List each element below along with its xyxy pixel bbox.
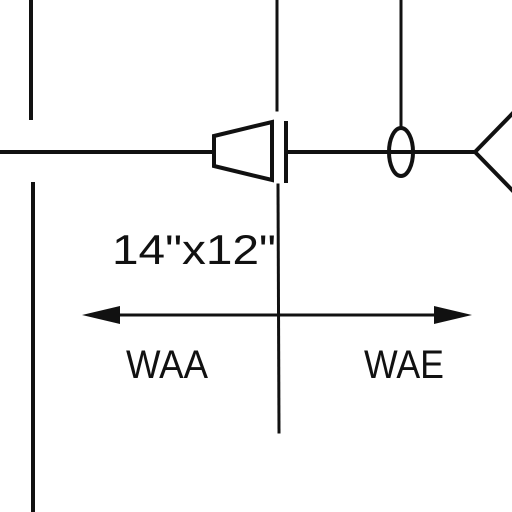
valve-symbol (387, 126, 415, 178)
zone-left-label: WAA (126, 343, 208, 387)
arrowhead-right-icon (434, 306, 472, 324)
pipe-size-label: 14"x12" (112, 226, 276, 273)
reducer-symbol (212, 119, 274, 183)
branch-chevron (472, 111, 512, 193)
arrowhead-left-icon (82, 306, 120, 324)
zone-right-label: WAE (364, 343, 444, 387)
center-vertical-line-lower (276, 183, 281, 434)
